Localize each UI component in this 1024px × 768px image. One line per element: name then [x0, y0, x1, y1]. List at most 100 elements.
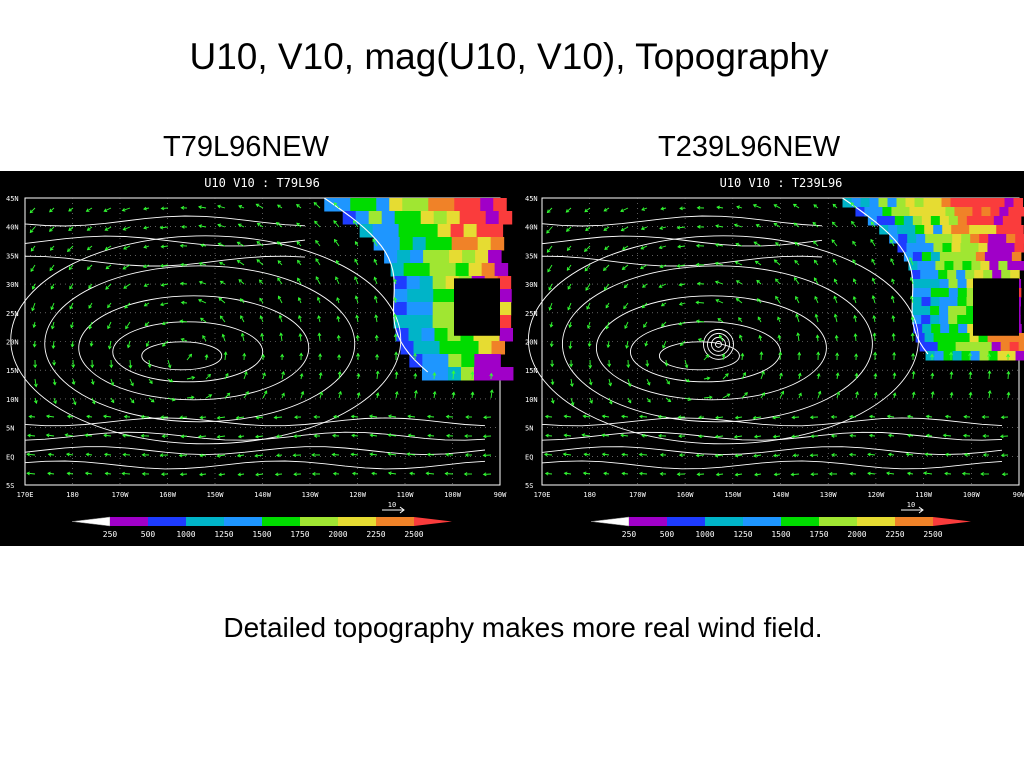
- wind-vector-head: [815, 334, 820, 339]
- wind-vector-head: [777, 334, 782, 339]
- wind-vector: [161, 245, 169, 248]
- topography-cell: [975, 216, 986, 226]
- topography-cell: [376, 198, 390, 212]
- wind-vector-head: [795, 313, 799, 318]
- wind-vector-head: [315, 276, 320, 280]
- wind-vector-head: [104, 246, 109, 251]
- wind-vector: [679, 302, 686, 305]
- wind-vector: [257, 223, 264, 228]
- topography-cell: [1001, 270, 1011, 280]
- wind-vector: [722, 373, 729, 380]
- wind-vector-head: [696, 472, 701, 477]
- wind-vector: [627, 378, 631, 387]
- colorbar-label: 1500: [252, 530, 271, 539]
- wind-vector-head: [216, 415, 221, 420]
- topography-cell: [898, 234, 908, 244]
- wind-vector-head: [409, 471, 413, 476]
- wind-vector-head: [50, 325, 55, 330]
- wind-vector-head: [709, 395, 713, 400]
- wind-vector-head: [311, 453, 315, 457]
- wind-vector: [181, 435, 188, 437]
- wind-vector: [167, 359, 171, 368]
- wind-vector-head: [925, 433, 930, 438]
- topography-cell: [940, 324, 950, 334]
- wind-vector: [603, 207, 610, 212]
- topography-cell: [939, 297, 950, 307]
- wind-vector-head: [753, 453, 757, 458]
- topography-cell: [978, 225, 988, 235]
- wind-vector-head: [332, 471, 337, 476]
- wind-vector-head: [761, 370, 765, 375]
- wind-vector-head: [584, 208, 589, 213]
- wind-vector: [198, 299, 207, 304]
- speed-contour-ring: [595, 295, 827, 401]
- wind-vector-head: [273, 415, 278, 420]
- wind-vector-head: [601, 433, 605, 438]
- wind-vector: [797, 333, 800, 342]
- topography-cell: [888, 225, 898, 235]
- wind-vector: [237, 454, 245, 457]
- wind-vector: [205, 394, 212, 399]
- wind-vector-head: [752, 415, 757, 420]
- wind-vector-head: [698, 415, 702, 420]
- wind-vector: [760, 392, 765, 399]
- wind-vector: [703, 396, 712, 399]
- wind-vector-head: [642, 284, 646, 288]
- wind-vector: [886, 472, 895, 475]
- wind-vector: [353, 220, 359, 228]
- wind-vector: [715, 454, 724, 457]
- wind-vector: [872, 278, 876, 285]
- wind-vector: [774, 473, 781, 476]
- wind-vector-head: [890, 258, 894, 262]
- colorbar-label: 250: [103, 530, 118, 539]
- wind-vector: [754, 435, 762, 438]
- wind-vector-head: [482, 434, 487, 439]
- wind-vector-head: [393, 278, 397, 283]
- wind-vector: [793, 222, 800, 228]
- topography-cell: [472, 211, 487, 225]
- wind-vector-head: [715, 472, 720, 477]
- wind-vector: [395, 372, 398, 380]
- wind-vector: [622, 245, 629, 250]
- topography-cell: [915, 333, 926, 343]
- wind-vector-head: [68, 208, 72, 212]
- wind-vector: [280, 333, 283, 342]
- wind-vector-head: [678, 453, 683, 457]
- wind-vector-head: [122, 433, 126, 438]
- wind-vector-head: [890, 295, 895, 300]
- wind-vector-head: [583, 248, 588, 253]
- topography-cell: [407, 211, 422, 225]
- wind-vector: [262, 390, 268, 399]
- wind-vector-head: [489, 389, 494, 393]
- wind-vector-head: [26, 452, 30, 457]
- wind-vector: [854, 315, 857, 323]
- topography-cell: [448, 354, 462, 368]
- wind-vector: [202, 335, 207, 342]
- wind-vector: [29, 226, 36, 233]
- wind-vector: [794, 277, 800, 285]
- colorbar-high-end: [414, 517, 452, 526]
- wind-vector: [665, 378, 670, 385]
- wind-vector-head: [813, 259, 818, 264]
- topography-cell: [372, 224, 387, 238]
- wind-vector: [394, 297, 397, 304]
- topography-cell: [986, 198, 997, 208]
- wind-vector-head: [223, 351, 228, 356]
- topography-cell: [931, 324, 941, 334]
- wind-vector: [338, 391, 342, 399]
- topography-cell: [927, 207, 937, 217]
- topography-cell: [944, 261, 954, 271]
- wind-vector-head: [676, 472, 681, 477]
- wind-vector: [198, 206, 207, 209]
- wind-vector: [336, 297, 340, 304]
- wind-vector: [356, 315, 359, 323]
- topography-cell: [948, 216, 959, 226]
- wind-vector-head: [489, 372, 494, 377]
- speed-contour-ring: [10, 235, 402, 445]
- wind-vector: [123, 454, 131, 456]
- wind-vector-head: [887, 433, 892, 438]
- wind-vector-head: [180, 262, 184, 267]
- wind-vector-head: [160, 282, 165, 287]
- wind-vector-head: [816, 351, 821, 356]
- wind-vector: [1007, 371, 1010, 380]
